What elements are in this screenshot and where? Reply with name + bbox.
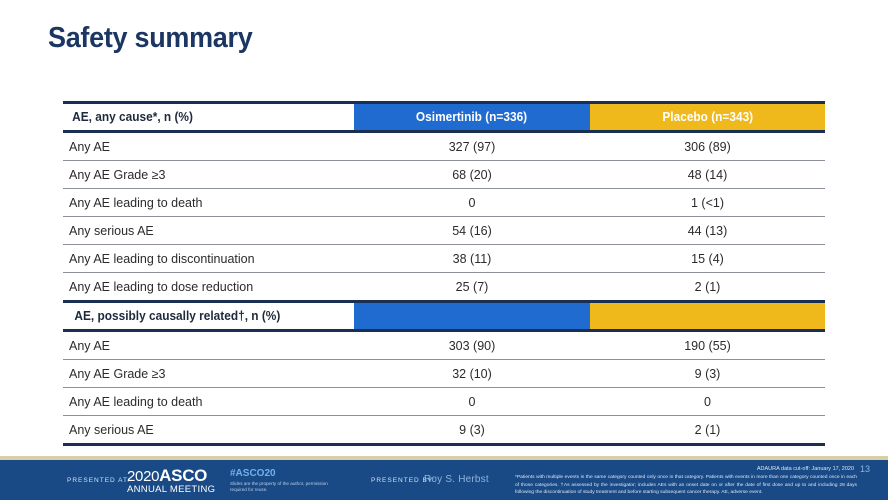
row-label: Any AE Grade ≥3: [69, 366, 166, 381]
placebo-value: 48 (14): [687, 167, 728, 182]
osimertinib-value: 32 (10): [452, 366, 492, 381]
placebo-value: 2 (1): [694, 279, 721, 294]
presented-by-label: PRESENTED BY:: [371, 477, 436, 484]
footnote: *Patients with multiple events in the sa…: [515, 475, 857, 495]
row-label: Any AE leading to death: [69, 195, 203, 210]
osimertinib-value: 9 (3): [459, 422, 485, 437]
column-header-placebo: Placebo (n=343): [590, 104, 825, 130]
section-header-any-cause: AE, any cause*, n (%): [72, 110, 193, 124]
osimertinib-value: 68 (20): [452, 167, 492, 182]
presented-at-label: PRESENTED AT:: [67, 477, 131, 484]
presenter-name: Roy S. Herbst: [424, 474, 489, 485]
row-label: Any AE Grade ≥3: [69, 167, 166, 182]
placebo-value: 44 (13): [687, 223, 728, 238]
rights-notice: Slides are the property of the author, p…: [230, 481, 328, 492]
osimertinib-value: 327 (97): [448, 139, 496, 154]
osimertinib-value: 0: [468, 394, 476, 409]
safety-summary-table: AE, any cause*, n (%) Osimertinib (n=336…: [63, 101, 825, 446]
table-header-row-any-cause: AE, any cause*, n (%) Osimertinib (n=336…: [63, 101, 825, 133]
table-row: Any AE 303 (90) 190 (55): [63, 332, 825, 360]
meeting-org: ASCO: [159, 466, 208, 485]
row-label: Any serious AE: [69, 223, 154, 238]
placebo-value: 190 (55): [684, 338, 731, 353]
page-number: 13: [859, 464, 870, 474]
data-cutoff: ADAURA data cut-off: January 17, 2020: [756, 466, 854, 472]
asco-logo: 2020ASCO ANNUAL MEETING: [127, 467, 215, 495]
table-header-row-causally-related: AE, possibly causally related†, n (%): [63, 300, 825, 332]
table-row: Any AE leading to death 0 0: [63, 388, 825, 416]
osimertinib-value: 38 (11): [452, 251, 492, 266]
row-label: Any AE: [69, 139, 110, 154]
table-row: Any AE Grade ≥3 32 (10) 9 (3): [63, 360, 825, 388]
hashtag: #ASCO20: [230, 468, 276, 479]
row-label: Any AE leading to dose reduction: [69, 279, 254, 294]
placebo-value: 2 (1): [694, 422, 721, 437]
meeting-name: ANNUAL MEETING: [127, 484, 216, 495]
footer-band: PRESENTED AT: 2020ASCO ANNUAL MEETING #A…: [0, 460, 888, 500]
row-label: Any serious AE: [69, 422, 154, 437]
table-row: Any AE 327 (97) 306 (89): [63, 133, 825, 161]
slide-title: Safety summary: [48, 22, 253, 54]
osimertinib-value: 303 (90): [448, 338, 496, 353]
placebo-value: 0: [704, 394, 711, 409]
placebo-value: 1 (<1): [690, 195, 724, 210]
placebo-value: 306 (89): [684, 139, 731, 154]
placebo-color-bar: [590, 303, 825, 329]
osimertinib-value: 0: [468, 195, 476, 210]
placebo-value: 15 (4): [691, 251, 724, 266]
row-label: Any AE leading to discontinuation: [69, 251, 255, 266]
osimertinib-value: 25 (7): [455, 279, 489, 294]
column-header-osimertinib: Osimertinib (n=336): [354, 104, 590, 130]
row-label: Any AE leading to death: [69, 394, 203, 409]
table-row: Any AE leading to dose reduction 25 (7) …: [63, 273, 825, 300]
table-row: Any serious AE 9 (3) 2 (1): [63, 416, 825, 446]
table-row: Any AE leading to death 0 1 (<1): [63, 189, 825, 217]
osimertinib-color-bar: [354, 303, 590, 329]
table-row: Any serious AE 54 (16) 44 (13): [63, 217, 825, 245]
osimertinib-value: 54 (16): [452, 223, 492, 238]
footer-divider: [0, 456, 888, 460]
table-row: Any AE Grade ≥3 68 (20) 48 (14): [63, 161, 825, 189]
table-row: Any AE leading to discontinuation 38 (11…: [63, 245, 825, 273]
meeting-year: 2020: [127, 468, 160, 485]
row-label: Any AE: [69, 338, 110, 353]
placebo-value: 9 (3): [694, 366, 721, 381]
section-header-causally-related: AE, possibly causally related†, n (%): [74, 309, 281, 323]
